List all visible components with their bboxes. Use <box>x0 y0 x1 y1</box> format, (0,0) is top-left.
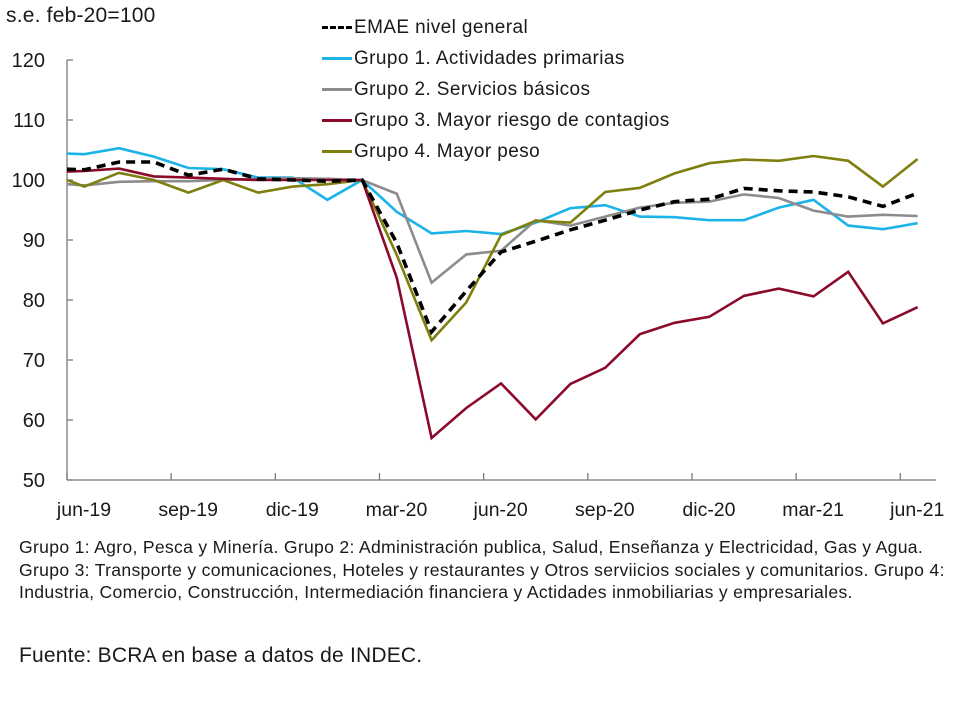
legend-item-grupo-1: Grupo 1. Actividades primarias <box>322 43 670 74</box>
legend-swatch-grupo-2 <box>322 88 352 91</box>
x-tick-label: dic-19 <box>266 499 319 521</box>
x-tick-label: mar-20 <box>366 499 428 521</box>
x-tick-label: sep-20 <box>575 499 635 521</box>
legend-item-grupo-2: Grupo 2. Servicios básicos <box>322 74 670 105</box>
legend-swatch-grupo-4 <box>322 150 352 153</box>
legend-swatch-grupo-1 <box>322 57 352 60</box>
legend-item-grupo-3: Grupo 3. Mayor riesgo de contagios <box>322 105 670 136</box>
series-line-grupo-3 <box>66 167 919 441</box>
x-tick-label: jun-21 <box>889 499 944 521</box>
y-tick-label: 70 <box>23 350 45 372</box>
series-line-grupo-4 <box>66 154 919 343</box>
series-line-grupo-1 <box>66 146 918 236</box>
axes: 50 60 70 80 90 100 110 120 jun-19 sep-19 dic-19 mar… <box>12 50 945 521</box>
series-line-grupo-2 <box>66 176 918 285</box>
x-tick-label: jun-19 <box>56 499 111 521</box>
source-note: Fuente: BCRA en base a datos de INDEC. <box>19 644 423 667</box>
legend-label: Grupo 2. Servicios básicos <box>354 78 591 100</box>
legend-item-grupo-4: Grupo 4. Mayor peso <box>322 136 670 167</box>
y-tick-label: 120 <box>12 50 45 72</box>
x-tick-label: dic-20 <box>682 499 735 521</box>
legend-swatch-emae <box>322 26 352 29</box>
legend-label: EMAE nivel general <box>354 16 529 38</box>
x-tick-label: sep-19 <box>158 499 218 521</box>
x-tick-label: jun-20 <box>473 499 528 521</box>
y-tick-label: 110 <box>13 110 45 132</box>
y-tick-label: 60 <box>23 410 45 432</box>
y-tick-label: 50 <box>23 470 45 492</box>
legend: EMAE nivel general Grupo 1. Actividades … <box>322 12 670 167</box>
legend-item-emae: EMAE nivel general <box>322 12 670 43</box>
y-axis-unit-label: s.e. feb-20=100 <box>6 4 156 27</box>
legend-swatch-grupo-3 <box>322 119 352 122</box>
series-lines <box>66 146 919 441</box>
legend-label: Grupo 1. Actividades primarias <box>354 47 625 69</box>
legend-label: Grupo 3. Mayor riesgo de contagios <box>354 109 670 131</box>
footnote-groups: Grupo 1: Agro, Pesca y Minería. Grupo 2:… <box>19 537 945 602</box>
x-tick-label: mar-21 <box>782 499 844 521</box>
legend-label: Grupo 4. Mayor peso <box>354 140 541 162</box>
y-tick-label: 100 <box>12 170 45 192</box>
y-tick-label: 80 <box>23 290 45 312</box>
y-tick-label: 90 <box>23 230 45 252</box>
series-line-emae <box>66 160 919 336</box>
line-chart: 50 60 70 80 90 100 110 120 jun-19 sep-19 dic-19 mar… <box>12 50 945 521</box>
